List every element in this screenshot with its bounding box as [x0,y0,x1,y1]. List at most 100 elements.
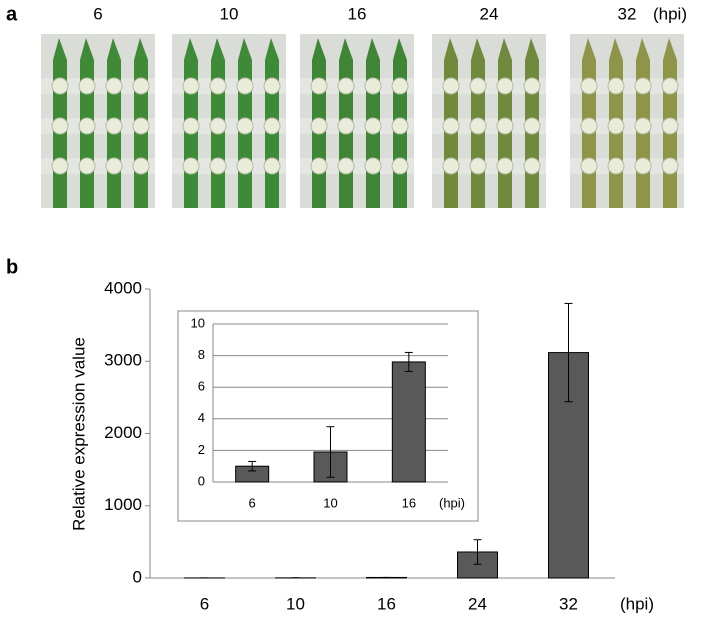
error-bar [404,351,413,372]
time-label: 10 [220,4,239,23]
x-tick-label: 24 [468,594,487,613]
time-label: 6 [93,4,102,23]
droplet [51,117,69,135]
droplet [209,157,227,175]
error-bar [564,302,573,403]
tape [570,158,684,174]
y-tick-label: 6 [198,379,205,394]
time-label: 16 [348,4,367,23]
droplet [523,157,541,175]
droplet [496,117,514,135]
droplet [337,157,355,175]
droplet [337,77,355,95]
y-tick-label: 1000 [104,495,142,514]
inset-frame [177,310,479,522]
panel-label: b [6,256,18,278]
droplet [580,117,598,135]
droplet [580,77,598,95]
y-tick-label: 4 [198,410,205,425]
tape [432,78,546,94]
tape [172,158,286,174]
droplet [51,157,69,175]
droplet [182,77,200,95]
droplet [391,157,409,175]
y-tick-label: 0 [133,567,142,586]
time-label: 32 [618,4,637,23]
droplet [661,117,679,135]
droplet [132,157,150,175]
droplet [310,157,328,175]
photos [41,34,684,208]
x-tick-label: 16 [377,594,396,613]
droplet [469,157,487,175]
error-bar [248,460,257,472]
time-label: 24 [480,4,499,23]
x-tick-label: 6 [249,495,256,510]
droplet [263,157,281,175]
droplet [523,77,541,95]
tape [172,78,286,94]
tape [300,118,414,134]
droplet [442,157,460,175]
tape [570,118,684,134]
droplet [442,77,460,95]
x-unit: (hpi) [620,594,654,613]
y-tick-label: 2000 [104,423,142,442]
droplet [51,77,69,95]
droplet [132,117,150,135]
droplet [607,77,625,95]
droplet [105,157,123,175]
x-tick-label: 10 [286,594,305,613]
droplet [209,117,227,135]
droplet [78,77,96,95]
droplet [607,157,625,175]
droplet [364,157,382,175]
droplet [496,77,514,95]
droplet [607,117,625,135]
x-tick-label: 10 [323,495,337,510]
droplet [496,157,514,175]
error-bar [326,426,335,478]
droplet [310,77,328,95]
droplet [236,117,254,135]
droplet [391,117,409,135]
droplet [634,77,652,95]
tape [300,158,414,174]
droplet [364,117,382,135]
tape [432,118,546,134]
tape [41,158,155,174]
x-tick-label: 16 [402,495,416,510]
droplet [78,157,96,175]
droplet [182,117,200,135]
droplet [391,77,409,95]
droplet [364,77,382,95]
y-tick-label: 10 [191,315,205,330]
droplet [105,77,123,95]
droplet [442,117,460,135]
panel-label: a [6,3,18,25]
tape [172,118,286,134]
droplet [310,117,328,135]
droplet [105,117,123,135]
droplet [469,117,487,135]
droplet [236,157,254,175]
droplet [661,77,679,95]
droplet [661,157,679,175]
y-tick-label: 0 [198,473,205,488]
time-unit: (hpi) [653,4,687,23]
tape [432,158,546,174]
droplet [523,117,541,135]
droplet [634,117,652,135]
y-tick-label: 2 [198,442,205,457]
droplet [580,157,598,175]
droplet [209,77,227,95]
y-tick-label: 4000 [104,278,142,297]
tape [570,78,684,94]
x-tick-label: 32 [559,594,578,613]
droplet [263,77,281,95]
droplet [263,117,281,135]
y-tick-label: 8 [198,347,205,362]
tape [300,78,414,94]
droplet [236,77,254,95]
bar [391,361,426,483]
